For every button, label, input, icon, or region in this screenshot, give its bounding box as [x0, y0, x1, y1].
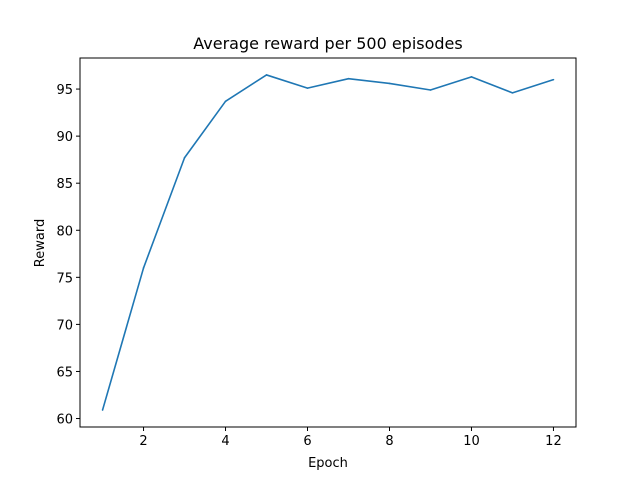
y-axis-title: Reward [33, 219, 48, 267]
y-tick-label: 70 [56, 318, 73, 333]
data-point [265, 74, 268, 76]
data-point [470, 76, 473, 78]
series-line [101, 74, 554, 411]
series-points [101, 74, 555, 411]
y-tick-label: 95 [56, 83, 73, 98]
data-point [224, 100, 227, 103]
y-tick-label: 65 [56, 365, 73, 380]
data-point [429, 89, 432, 91]
plot-frame [79, 57, 577, 428]
data-point [183, 156, 186, 159]
x-axis-title: Epoch [308, 456, 348, 471]
x-tick-label: 12 [545, 434, 562, 449]
x-tick-label: 6 [303, 434, 311, 449]
data-point [142, 267, 145, 269]
data-point [552, 78, 555, 81]
data-point [306, 87, 309, 89]
chart-title: Average reward per 500 episodes [193, 34, 462, 53]
x-axis-ticks: 2 4 6 8 10 12 [139, 427, 562, 449]
y-tick-label: 60 [56, 413, 73, 428]
x-tick-label: 2 [139, 434, 147, 449]
data-point [347, 77, 350, 80]
y-axis-ticks: 60 65 70 75 80 85 90 95 [56, 83, 80, 428]
data-point [101, 409, 104, 411]
y-tick-label: 75 [56, 271, 73, 286]
data-point [511, 92, 514, 94]
y-tick-label: 80 [56, 224, 73, 239]
x-tick-label: 8 [385, 434, 393, 449]
x-tick-label: 10 [463, 434, 480, 449]
y-tick-label: 90 [56, 130, 73, 145]
x-tick-label: 4 [221, 434, 229, 449]
y-tick-label: 85 [56, 177, 73, 192]
data-point [388, 82, 391, 85]
